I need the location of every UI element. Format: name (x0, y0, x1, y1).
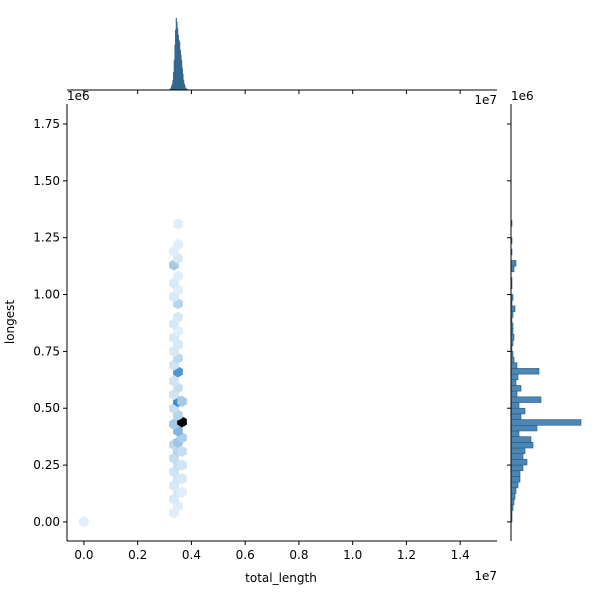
y-axis-label: longest (3, 300, 17, 345)
histogram-bar (510, 430, 520, 437)
right-offset-text: 1e6 (511, 89, 534, 103)
x-tick-label: 1.4 (451, 548, 470, 562)
y-tick-label: 0.50 (33, 401, 60, 415)
hexbin-cell (177, 459, 187, 471)
histogram-bar (510, 396, 542, 403)
x-tick-label: 0.2 (128, 548, 147, 562)
x-axis-label: total_length (245, 571, 317, 585)
y-tick-label: 1.75 (33, 117, 60, 131)
histogram-bar (510, 413, 522, 420)
hexbin-cell (169, 418, 179, 430)
y-tick-label: 0.00 (33, 515, 60, 529)
histogram-bar (510, 442, 534, 449)
histogram-bar (510, 447, 526, 454)
hexbin-cell (177, 473, 187, 485)
top-offset-text: 1e7 (474, 93, 497, 107)
hexbin-cell (177, 486, 187, 498)
x-tick-label: 1.2 (397, 548, 416, 562)
histogram-bar (510, 493, 516, 500)
y-tick-label: 1.50 (33, 174, 60, 188)
histogram-bar (510, 385, 522, 392)
histogram-bar (510, 390, 518, 398)
histogram-bar (510, 402, 520, 409)
hexbin-cell (173, 270, 183, 282)
histogram-bar (510, 424, 538, 432)
hexbin-cell (173, 311, 183, 323)
y-tick-label: 0.25 (33, 458, 60, 472)
x-tick-label: 0.6 (236, 548, 255, 562)
histogram-bar (510, 260, 517, 267)
hexbin-cell (177, 445, 187, 458)
x-tick-label: 0.4 (182, 548, 201, 562)
x-tick-label: 1.0 (343, 548, 362, 562)
histogram-bar (510, 481, 519, 489)
hexbin-cell (173, 238, 183, 251)
y-tick-label: 1.25 (33, 231, 60, 245)
histogram-bar (510, 305, 516, 312)
hexbin-cell (177, 395, 187, 407)
histogram-bar (510, 436, 532, 443)
y-offset-text: 1e6 (67, 89, 90, 103)
histogram-bar (510, 362, 518, 369)
x-tick-label: 0.8 (289, 548, 308, 562)
x-offset-text: 1e7 (474, 569, 497, 583)
x-tick-label: 0.0 (74, 548, 93, 562)
hexbin-cell (173, 218, 183, 230)
histogram-bar (510, 379, 517, 386)
hexbin-cell (169, 375, 179, 387)
histogram-bar (510, 459, 528, 466)
histogram-bar (510, 368, 540, 375)
histogram-bar (510, 470, 521, 477)
y-tick-label: 0.75 (33, 344, 60, 358)
histogram-bar (510, 476, 521, 483)
histogram-bar (510, 419, 582, 426)
y-tick-label: 1.00 (33, 288, 60, 302)
hexbin-cell (79, 516, 89, 528)
histogram-bar (510, 453, 524, 460)
histogram-bar (510, 487, 517, 494)
histogram-bar (510, 464, 524, 472)
histogram-bar (510, 373, 519, 381)
histogram-bar (510, 407, 526, 415)
